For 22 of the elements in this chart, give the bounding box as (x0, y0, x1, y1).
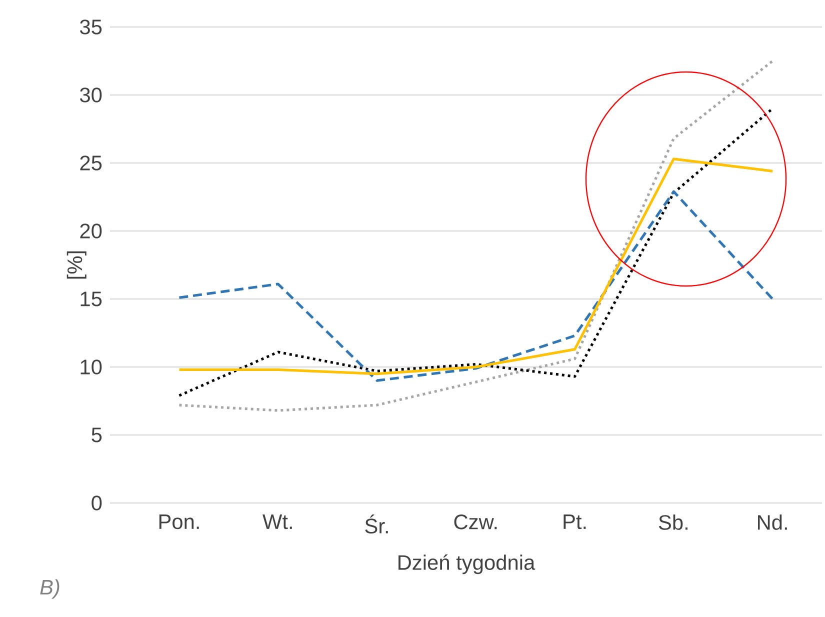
y-tick-label: 30 (80, 88, 102, 102)
x-tick-label: Wt. (262, 514, 292, 530)
x-tick-label: Pon. (159, 514, 199, 530)
y-tick-label: 35 (80, 20, 102, 34)
y-tick-label: 10 (80, 360, 102, 374)
text: B) (40, 579, 60, 599)
y-tick-label: 25 (80, 156, 102, 170)
x-tick-label: Śr. (365, 514, 388, 534)
line-series (178, 190, 774, 382)
line-series (178, 60, 774, 412)
line-series (178, 158, 774, 376)
y-tick-label: 5 (92, 428, 102, 442)
line-series (178, 107, 774, 397)
x-tick-label: Sb. (658, 514, 688, 530)
x-tick-label: Nd. (758, 514, 787, 530)
y-tick-label: 0 (92, 496, 102, 510)
x-tick-label: Czw. (454, 514, 497, 530)
x-tick-label: Pt. (564, 514, 586, 530)
y-axis-title: [%] (66, 251, 86, 279)
y-tick-label: 20 (80, 224, 102, 238)
x-axis-title: Dzień tygodnia (398, 554, 536, 574)
y-tick-label: 15 (80, 292, 102, 306)
